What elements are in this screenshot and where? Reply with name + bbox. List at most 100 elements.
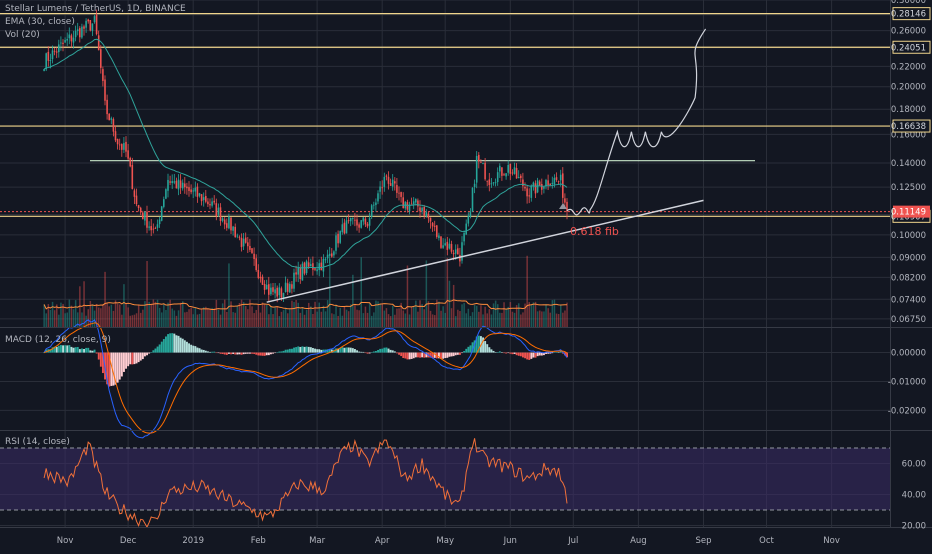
macd-histogram-bar: [557, 352, 560, 353]
macd-histogram-bar: [93, 349, 96, 353]
volume-bar: [356, 309, 358, 327]
volume-bar: [150, 303, 152, 327]
macd-histogram-bar: [202, 349, 205, 353]
candle-body: [244, 237, 247, 243]
volume-bar: [303, 314, 306, 327]
ema-legend[interactable]: EMA (30, close): [5, 17, 75, 27]
volume-bar: [320, 311, 323, 327]
time-axis[interactable]: Nov Dec 2019 Feb Mar Apr May Jun Jul Aug Sep Oct Nov: [57, 536, 840, 546]
macd-histogram-bar: [379, 348, 382, 353]
macd-legend[interactable]: MACD (12, 26, close, 9): [5, 335, 111, 345]
horizontal-levels[interactable]: [0, 13, 890, 217]
volume-bar: [389, 316, 392, 327]
volume-bar: [51, 301, 54, 327]
volume-bar: [234, 312, 236, 327]
volume-bar: [219, 314, 222, 327]
macd-histogram-bar: [438, 352, 440, 359]
vol-legend[interactable]: Vol (20): [5, 30, 40, 40]
macd-histogram-bar: [53, 346, 56, 353]
projection-path[interactable]: [566, 28, 707, 216]
macd-histogram-bar: [391, 350, 394, 353]
volume-bar: [492, 303, 495, 327]
last-price-box[interactable]: [893, 205, 930, 218]
level-price-box[interactable]: [892, 7, 931, 21]
volume-bar: [142, 309, 144, 327]
time-tick: Jul: [567, 536, 578, 546]
macd-histogram-bar: [186, 341, 188, 353]
trendline[interactable]: [266, 199, 704, 303]
candle-body: [492, 182, 495, 184]
candle-body: [167, 179, 169, 191]
candle-body: [158, 219, 161, 225]
volume-bar: [56, 304, 58, 327]
candle-body: [118, 144, 121, 146]
candle-body: [97, 35, 100, 51]
macd-histogram-bar: [244, 352, 247, 354]
candle-body: [129, 157, 131, 167]
volume-bar: [98, 307, 100, 327]
macd-histogram-bar: [461, 352, 463, 354]
candle-body: [307, 262, 310, 267]
candle-body: [517, 177, 520, 179]
level-price-label[interactable]: 0.24051: [891, 43, 926, 53]
macd-histogram-bar: [108, 352, 111, 387]
candle-body: [553, 177, 556, 185]
candle-body: [328, 253, 331, 256]
volume-bar: [394, 314, 396, 327]
candle-body: [349, 218, 352, 222]
volume-bar: [49, 310, 52, 327]
candle-body: [488, 179, 491, 186]
volume-bar: [77, 312, 79, 327]
volume-bar: [511, 311, 514, 327]
macd-histogram-bar: [396, 352, 398, 354]
macd-histogram-bar: [196, 347, 199, 353]
level-price-box[interactable]: [892, 119, 931, 133]
volume-bar: [528, 302, 530, 327]
rsi-legend[interactable]: RSI (14, close): [5, 437, 70, 447]
volume-bar: [173, 310, 176, 327]
volume-bar: [83, 281, 85, 327]
level-price-label[interactable]: 0.28146: [891, 10, 926, 20]
price-axis[interactable]: 0.30000 0.26000 0.22000 0.20000 0.18000 0.160…: [888, 0, 931, 531]
candles: [43, 9, 568, 303]
candle-body: [370, 205, 373, 217]
price-tick: 0.22000: [891, 62, 926, 72]
macd-histogram-bar: [91, 350, 94, 353]
macd-histogram-bar: [102, 352, 104, 374]
volume-bar: [461, 304, 463, 327]
candle-body: [448, 243, 451, 249]
volume-bar: [171, 308, 173, 327]
volume-ma-line: [43, 299, 568, 311]
candle-body: [375, 202, 377, 206]
last-price-label[interactable]: 0.11149: [891, 208, 926, 218]
macd-histogram-bar: [293, 347, 295, 353]
volume-bar: [551, 300, 554, 327]
candle-body: [394, 181, 396, 184]
candle-body: [541, 184, 543, 190]
drawings[interactable]: [266, 28, 707, 303]
candle-body: [263, 283, 266, 290]
macd-histogram-bar: [169, 333, 172, 353]
macd-histogram-bar: [154, 348, 157, 353]
volume-bar: [129, 315, 131, 327]
volume-bar: [541, 311, 543, 327]
volume-bar: [467, 308, 470, 327]
level-price-label[interactable]: 0.16638: [891, 122, 926, 132]
candle-body: [385, 175, 388, 177]
symbol-title[interactable]: Stellar Lumens / TetherUS, 1D, BINANCE: [5, 4, 186, 14]
macd-histogram-bar: [152, 350, 155, 353]
macd-histogram-bar: [219, 352, 222, 354]
candle-body: [412, 201, 415, 205]
macd-histogram-bar: [223, 352, 226, 355]
volume-bar: [452, 284, 455, 327]
candle-body: [247, 242, 249, 247]
volume-bar: [194, 307, 197, 327]
macd-histogram-bar: [433, 352, 436, 358]
candle-body: [534, 183, 537, 194]
volume-bar: [249, 299, 251, 327]
volume-bar: [392, 305, 394, 327]
candle-body: [272, 287, 274, 292]
level-price-box[interactable]: [892, 40, 931, 54]
